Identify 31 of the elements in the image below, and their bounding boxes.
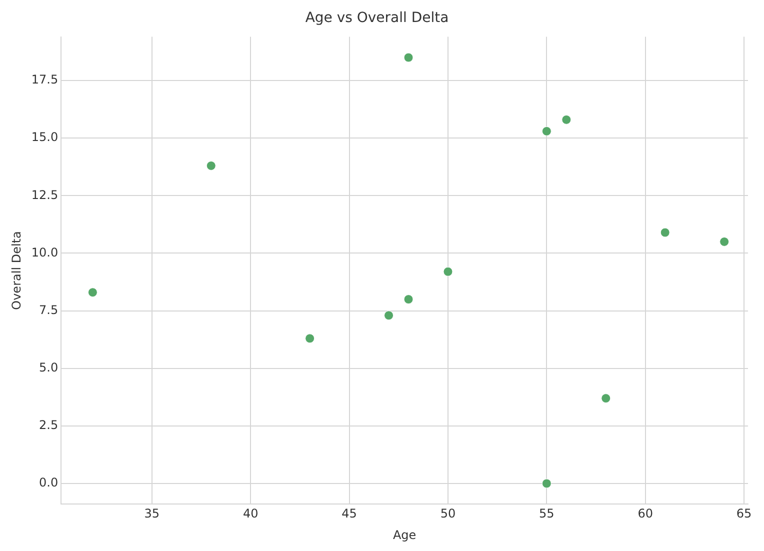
x-tick-label: 55 xyxy=(539,506,554,521)
point xyxy=(88,288,98,298)
y-tick-label: 2.5 xyxy=(39,418,58,432)
point xyxy=(404,294,414,304)
x-tick-label: 50 xyxy=(440,506,456,521)
x-tick-label: 60 xyxy=(638,506,654,521)
point xyxy=(384,310,394,320)
point xyxy=(601,394,611,404)
point xyxy=(542,126,552,136)
x-tick-label: 40 xyxy=(242,506,258,521)
y-tick-label: 12.5 xyxy=(31,188,58,202)
point xyxy=(562,114,572,124)
point xyxy=(404,52,414,62)
x-axis-title: Age xyxy=(392,528,416,542)
y-tick-label: 7.5 xyxy=(39,302,58,317)
x-tick-label: 65 xyxy=(736,506,752,521)
point xyxy=(305,334,315,344)
y-tick-label: 10.0 xyxy=(31,245,58,260)
point xyxy=(206,160,216,170)
y-axis-title: Overall Delta xyxy=(9,231,24,310)
point xyxy=(443,266,453,276)
point xyxy=(660,228,670,238)
point xyxy=(720,236,730,246)
point xyxy=(542,478,552,488)
y-tick-label: 5.0 xyxy=(39,360,58,374)
y-tick-label: 15.0 xyxy=(31,130,58,144)
x-tick-label: 45 xyxy=(342,506,357,521)
y-tick-label: 17.5 xyxy=(31,72,58,87)
x-tick-label: 35 xyxy=(144,506,160,521)
chart-title: Age vs Overall Delta xyxy=(305,10,449,26)
y-tick-label: 0.0 xyxy=(39,476,58,490)
